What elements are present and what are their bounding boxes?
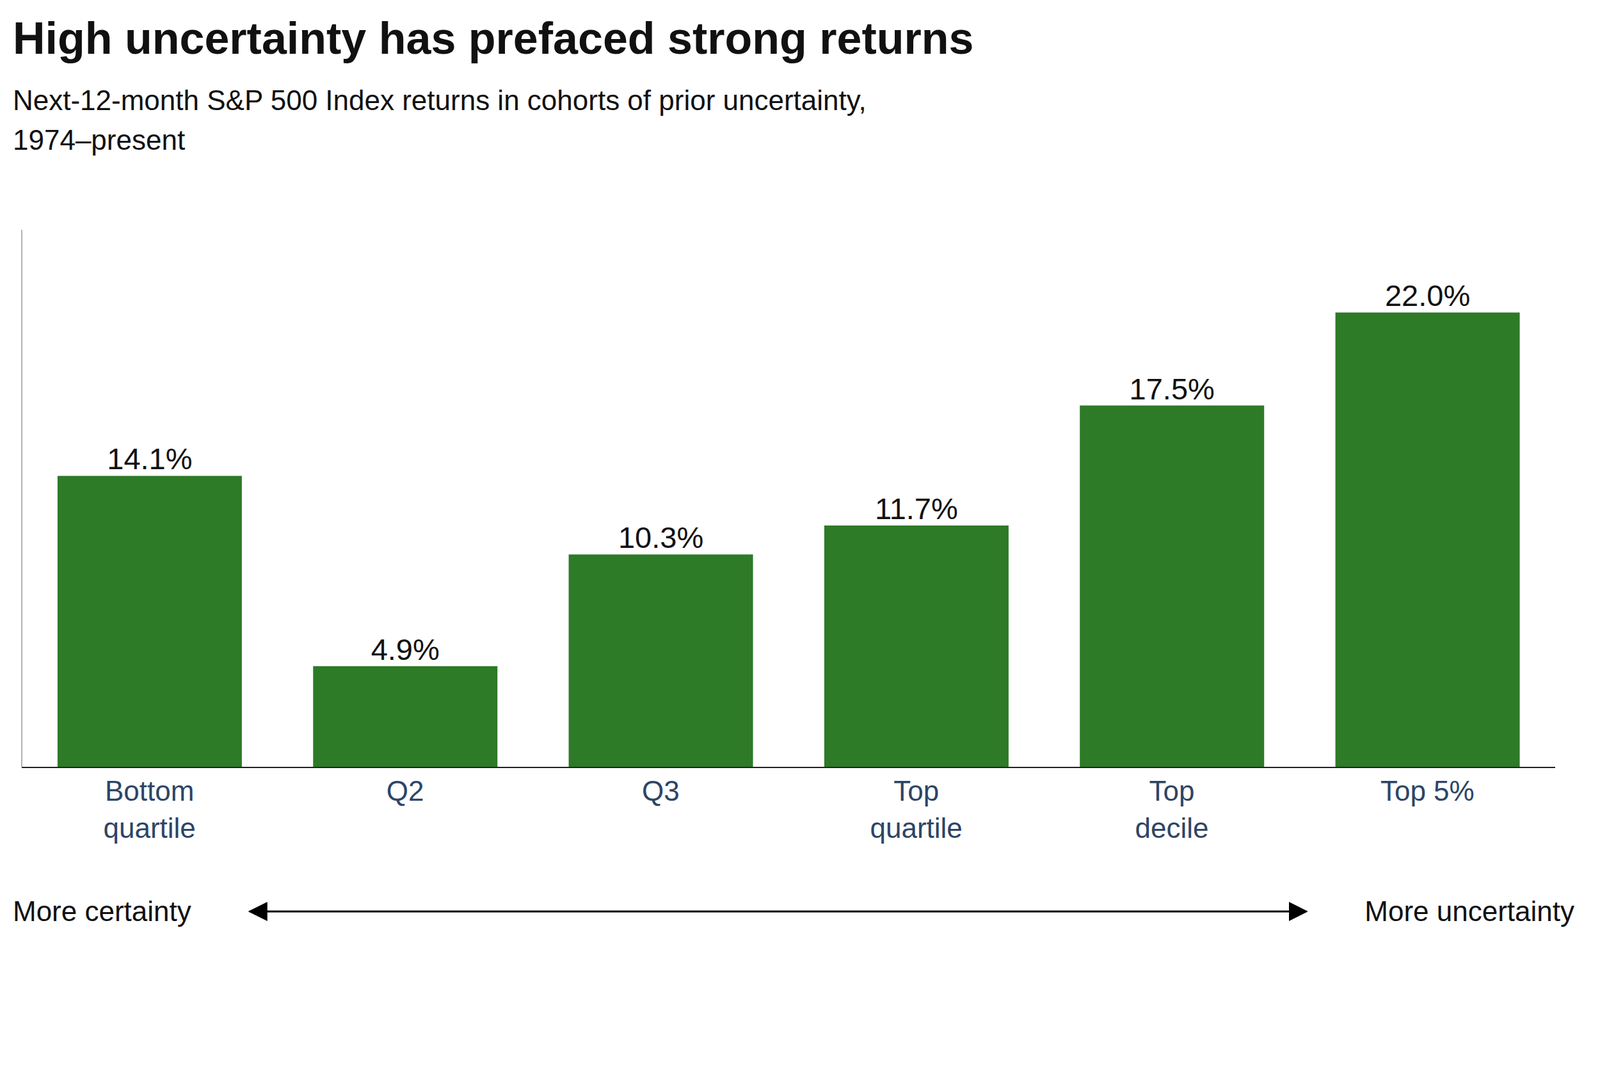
html-text:More uncertainty: More uncertainty [1364,895,1575,927]
html-text:1974–present: 1974–present [12,123,186,156]
svg-text:17.5%: 17.5% [1129,371,1215,406]
svg-text:14.1%: 14.1% [106,442,192,477]
svg-text:11.7%: 11.7% [874,491,959,526]
html-text:More certainty: More certainty [12,895,192,927]
svg-text:10.3%: 10.3% [618,520,704,555]
html-text:High uncertainty has prefaced: High uncertainty has prefaced strong ret… [12,13,974,64]
svg-text:Q2: Q2 [386,775,425,807]
svg-text:22.0%: 22.0% [1384,278,1471,313]
html-text:Next-12-month S&P 500 Index re: Next-12-month S&P 500 Index returns in c… [12,84,867,116]
svg-text:4.9%: 4.9% [371,632,440,667]
svg-text:Q3: Q3 [641,775,680,807]
svg-text:Top 5%: Top 5% [1380,775,1475,807]
svg-text:Bottomquartile: Bottomquartile [103,775,196,844]
svg-text:Topdecile: Topdecile [1135,775,1209,844]
svg-text:Topquartile: Topquartile [870,775,963,844]
